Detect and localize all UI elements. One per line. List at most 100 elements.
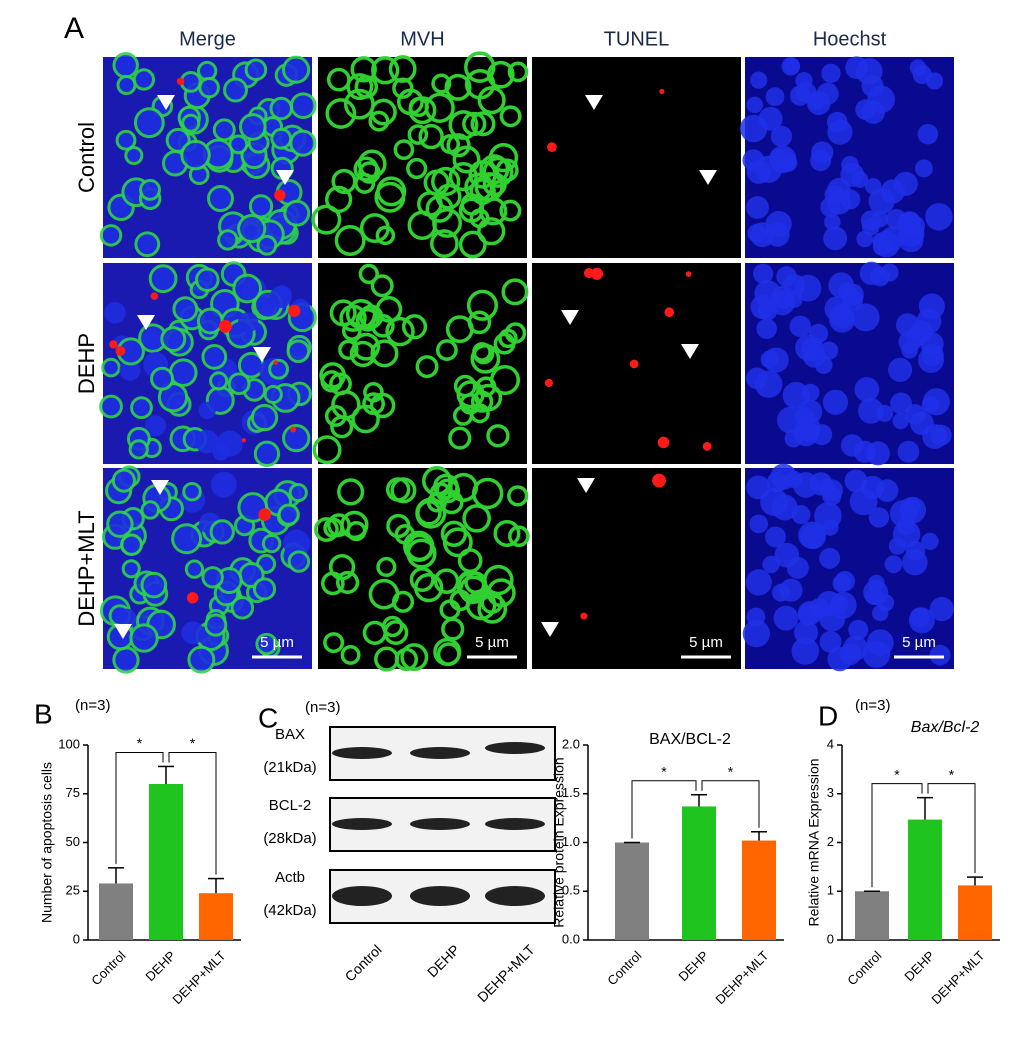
cell xyxy=(132,68,156,91)
cell xyxy=(99,224,123,247)
cell xyxy=(375,225,396,246)
cell xyxy=(111,468,136,493)
cell xyxy=(418,123,444,150)
nucleus xyxy=(783,57,801,75)
y-axis-label: Relative mRNA Expression xyxy=(806,758,822,926)
nucleus xyxy=(821,63,841,83)
cell xyxy=(435,478,461,504)
cell xyxy=(209,519,235,545)
nucleus xyxy=(868,188,895,215)
nucleus xyxy=(851,303,880,332)
bar xyxy=(99,883,133,940)
tunel-spot xyxy=(290,426,297,433)
lane-label: DEHP+MLT xyxy=(474,941,538,1005)
cell xyxy=(288,482,308,503)
cell xyxy=(325,98,357,129)
y-tick-label: 75 xyxy=(66,785,80,800)
cell xyxy=(133,107,165,139)
blot-band xyxy=(332,886,392,906)
cell xyxy=(335,570,360,595)
row-label: DEHP+MLT xyxy=(74,510,99,626)
nucleus xyxy=(785,290,803,309)
cell xyxy=(145,415,167,437)
cell xyxy=(350,56,377,83)
cell xyxy=(394,647,419,672)
significance-bracket xyxy=(115,751,164,864)
y-tick-label: 0.0 xyxy=(562,931,580,946)
cell xyxy=(383,620,409,645)
arrowhead xyxy=(541,622,559,637)
arrowhead xyxy=(151,480,169,495)
cell xyxy=(129,623,159,653)
cell xyxy=(329,372,352,396)
nucleus xyxy=(929,644,951,666)
cell xyxy=(148,264,178,294)
blot-band xyxy=(410,886,470,906)
nucleus xyxy=(861,74,884,97)
nucleus xyxy=(876,594,895,612)
cell xyxy=(140,500,160,520)
cell xyxy=(397,88,424,116)
cell xyxy=(406,157,428,180)
nucleus xyxy=(892,413,909,430)
nucleus xyxy=(909,607,930,628)
y-tick-label: 4 xyxy=(827,736,834,751)
nucleus xyxy=(819,605,846,632)
nucleus xyxy=(770,125,793,147)
cell xyxy=(415,355,439,379)
cell xyxy=(440,134,461,155)
chart-title: BAX/BCL-2 xyxy=(649,731,731,748)
y-tick-label: 2 xyxy=(827,834,834,849)
significance-label: * xyxy=(894,766,900,782)
y-tick-label: 1.0 xyxy=(562,834,580,849)
panel-label: D xyxy=(818,700,838,731)
x-tick-label: Control xyxy=(844,948,884,988)
cell xyxy=(237,214,267,244)
cell xyxy=(227,372,251,396)
x-tick-label: DEHP+MLT xyxy=(712,948,771,1007)
y-tick-label: 50 xyxy=(66,834,80,849)
nucleus xyxy=(754,370,783,398)
cell xyxy=(359,213,390,244)
nucleus xyxy=(774,542,800,568)
nucleus xyxy=(811,424,833,446)
nucleus xyxy=(854,377,880,402)
cell xyxy=(140,571,168,599)
cell xyxy=(486,424,510,448)
cell xyxy=(405,533,434,562)
x-tick-label: DEHP xyxy=(675,948,711,984)
nucleus xyxy=(885,209,907,230)
tunel-spot xyxy=(657,436,670,449)
cell xyxy=(357,149,387,179)
bar xyxy=(742,840,776,940)
cell xyxy=(326,67,351,92)
bar xyxy=(199,893,233,940)
blot-band xyxy=(485,818,545,830)
cell xyxy=(232,273,263,304)
cell xyxy=(282,423,311,453)
nucleus xyxy=(848,619,869,640)
nucleus xyxy=(838,282,856,301)
cell xyxy=(119,359,141,381)
cell xyxy=(120,533,143,556)
nucleus xyxy=(758,106,783,131)
nucleus xyxy=(912,64,932,85)
nucleus xyxy=(872,232,889,250)
arrowhead xyxy=(114,624,132,639)
blot-band xyxy=(332,818,392,830)
significance-label: * xyxy=(661,763,667,779)
nucleus xyxy=(843,635,868,661)
cell xyxy=(99,394,123,419)
cell xyxy=(448,162,478,192)
significance-bracket xyxy=(927,783,976,874)
row-label: DEHP xyxy=(74,333,99,394)
nucleus xyxy=(746,96,763,114)
micrograph xyxy=(311,51,529,259)
cell xyxy=(469,178,496,205)
nucleus xyxy=(827,119,853,145)
cell xyxy=(230,596,255,620)
cell xyxy=(217,229,239,251)
cell xyxy=(407,124,429,145)
cell xyxy=(312,435,342,465)
tunel-spot xyxy=(274,189,286,201)
